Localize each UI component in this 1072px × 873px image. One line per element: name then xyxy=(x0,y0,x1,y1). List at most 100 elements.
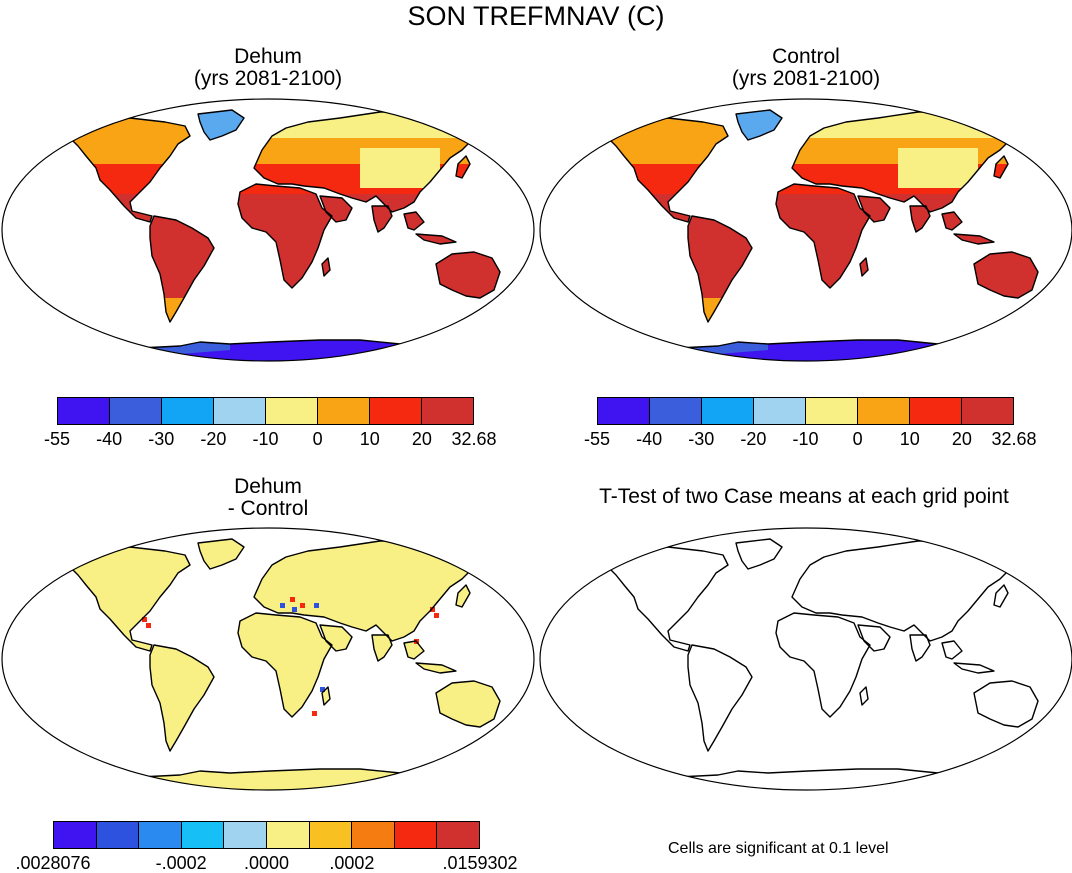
colorbar-dehum-swatch-7 xyxy=(422,398,473,424)
coast-madagascar xyxy=(859,257,869,277)
colorbar-diff-tick-label: -.0002 xyxy=(155,853,207,873)
coast-indonesia xyxy=(953,662,995,674)
hot-cell xyxy=(430,607,435,612)
colorbar-diff xyxy=(53,821,480,849)
colorbar-control-swatch-7 xyxy=(962,398,1013,424)
panel-title-diff-line1: Dehum xyxy=(234,475,302,498)
colorbar-dehum-tick-label: -55 xyxy=(43,429,71,449)
colorbar-control-swatch-3 xyxy=(754,398,806,424)
coast-africa xyxy=(775,612,871,718)
band-tibet xyxy=(360,148,440,188)
coast-arabia xyxy=(319,195,353,223)
coast-australia xyxy=(435,680,501,728)
map-dehum xyxy=(1,98,535,362)
colorbar-diff-swatch-7 xyxy=(352,822,395,848)
greenland-fill xyxy=(198,110,244,140)
coast-madagascar xyxy=(321,686,331,706)
coast-northAmerica xyxy=(603,117,729,223)
colorbar-diff-tick-label: .0159302 xyxy=(442,853,518,873)
coast-africa xyxy=(237,612,333,718)
coast-africa xyxy=(775,183,871,289)
colorbar-control-tick-label: 32.68 xyxy=(991,429,1037,449)
colorbar-control xyxy=(597,397,1014,425)
map-control xyxy=(539,98,1072,362)
coast-arabia xyxy=(857,195,891,223)
coast-europeAsia xyxy=(253,111,473,213)
colorbar-dehum-swatch-5 xyxy=(318,398,370,424)
coast-japan xyxy=(993,584,1009,608)
cold-cell xyxy=(320,687,325,692)
land-australia xyxy=(436,681,500,727)
colorbar-dehum-tick-label: 10 xyxy=(359,429,380,449)
map-ocean xyxy=(540,528,1072,790)
colorbar-dehum-swatch-4 xyxy=(266,398,318,424)
coast-indonesia xyxy=(953,233,995,245)
hot-cell xyxy=(312,711,317,716)
coast-newZealand xyxy=(1043,722,1053,740)
colorbar-diff-swatch-5 xyxy=(266,822,310,848)
colorbar-control-swatch-1 xyxy=(650,398,702,424)
colorbar-control-tick-label: -10 xyxy=(792,429,819,449)
hot-cell xyxy=(290,597,295,602)
coast-newZealand xyxy=(1043,293,1053,311)
coast-arabia xyxy=(319,624,353,652)
hot-cell xyxy=(142,617,147,622)
colorbar-dehum-tick-label: -30 xyxy=(148,429,175,449)
cold-cell xyxy=(314,603,319,608)
band-tibet xyxy=(898,148,978,188)
cold-cell xyxy=(280,603,285,608)
land-india xyxy=(372,635,392,661)
coast-greenland xyxy=(735,109,783,141)
coast-australia xyxy=(973,251,1039,299)
colorbar-control-tick-label: 0 xyxy=(852,429,863,449)
cold-cell xyxy=(292,607,297,612)
land-indonesia xyxy=(416,663,456,673)
hot-cell xyxy=(300,603,305,608)
coast-greenland xyxy=(197,538,245,570)
land-northAmerica xyxy=(66,547,190,651)
coast-europeAsia xyxy=(791,111,1011,213)
panel-title-control-line2: (yrs 2081-2100) xyxy=(731,67,881,90)
coast-seAsia xyxy=(403,640,425,660)
coast-northAmerica xyxy=(603,546,729,652)
colorbar-control-tick-label: -55 xyxy=(583,429,611,449)
colorbar-control-tick-label: 20 xyxy=(951,429,972,449)
map-diff xyxy=(1,527,535,791)
coast-india xyxy=(909,205,931,233)
colorbar-dehum-swatch-0 xyxy=(58,398,110,424)
land-africa xyxy=(238,613,332,717)
significance-note: Cells are significant at 0.1 level xyxy=(668,840,889,857)
map-frame xyxy=(1,98,535,362)
map-ttest xyxy=(539,527,1072,791)
colorbar-diff-swatch-0 xyxy=(54,822,97,848)
colorbar-dehum-tick-label: -40 xyxy=(96,429,123,449)
map-frame xyxy=(539,527,1072,791)
coast-arabia xyxy=(857,624,891,652)
coast-india xyxy=(371,205,393,233)
colorbar-dehum xyxy=(57,397,474,425)
colorbar-control-swatch-0 xyxy=(598,398,650,424)
colorbar-diff-tick-label: .0000 xyxy=(243,853,290,873)
coast-indonesia xyxy=(415,662,457,674)
panel-title-ttest: T-Test of two Case means at each grid po… xyxy=(536,486,1072,508)
colorbar-dehum-tick-label: 0 xyxy=(312,429,323,449)
coast-europeAsia xyxy=(791,540,1011,642)
colorbar-control-swatch-5 xyxy=(858,398,910,424)
coast-greenland xyxy=(197,109,245,141)
colorbar-dehum-swatch-6 xyxy=(370,398,422,424)
land-arabia xyxy=(320,625,352,651)
coast-japan xyxy=(455,584,471,608)
hot-cell xyxy=(146,623,151,628)
coast-australia xyxy=(435,251,501,299)
coast-madagascar xyxy=(321,257,331,277)
greenland-fill xyxy=(736,110,782,140)
colorbar-dehum-tick-label: -20 xyxy=(200,429,227,449)
colorbar-control-tick-label: -40 xyxy=(636,429,663,449)
map-frame xyxy=(1,527,535,791)
colorbar-dehum-swatch-3 xyxy=(214,398,266,424)
coast-seAsia xyxy=(941,640,963,660)
colorbar-control-swatch-4 xyxy=(806,398,858,424)
coast-africa xyxy=(237,183,333,289)
coast-southAmerica xyxy=(149,644,215,752)
coast-southAmerica xyxy=(687,644,753,752)
